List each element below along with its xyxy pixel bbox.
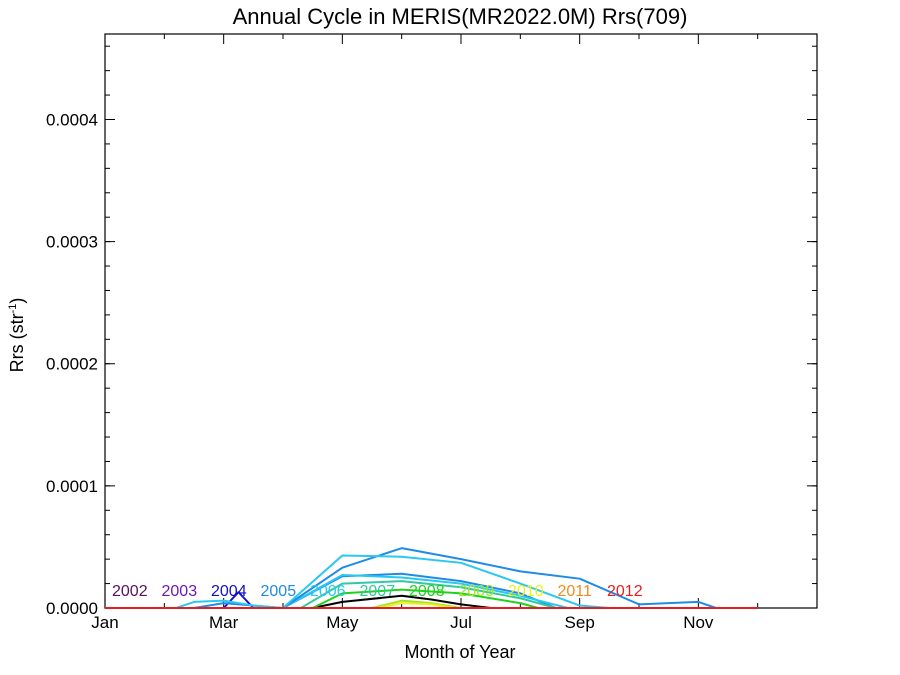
y-tick-label: 0.0003: [46, 233, 98, 252]
x-tick-label: Mar: [209, 613, 239, 632]
chart-title: Annual Cycle in MERIS(MR2022.0M) Rrs(709…: [233, 4, 688, 29]
y-tick-label: 0.0000: [46, 599, 98, 618]
legend-label-2012: 2012: [607, 583, 643, 600]
legend-label-2003: 2003: [162, 583, 198, 600]
y-axis-label: Rrs (str-1): [7, 298, 27, 373]
x-tick-label: Nov: [683, 613, 714, 632]
y-axis-label-main: Rrs (str: [7, 313, 27, 372]
legend-label-2009: 2009: [459, 583, 495, 600]
legend-label-2004: 2004: [211, 583, 247, 600]
x-tick-label: Jul: [450, 613, 472, 632]
series-line-2010: [377, 602, 456, 609]
plot-frame: [104, 33, 818, 609]
legend-label-2007: 2007: [360, 583, 396, 600]
x-axis: Jan Mar May Jul Sep Nov: [91, 34, 759, 632]
plot-area-border: [104, 33, 818, 609]
series-line-2006: [175, 554, 610, 609]
x-axis-label: Month of Year: [404, 642, 515, 662]
legend-label-2006: 2006: [310, 583, 346, 600]
y-tick-label: 0.0004: [46, 110, 98, 129]
legend-label-2008: 2008: [409, 583, 445, 600]
y-tick-label: 0.0001: [46, 477, 98, 496]
legend-label-2011: 2011: [558, 583, 593, 600]
y-axis-label-sup: -1: [7, 304, 19, 314]
series-lines: [105, 547, 758, 609]
series-line-2007: [300, 580, 557, 609]
y-axis: 0.0000 0.0001 0.0002 0.0003 0.0004: [46, 45, 817, 618]
series-line-2009: [371, 599, 462, 609]
series-line-2008: [312, 588, 539, 609]
legend-label-2005: 2005: [261, 583, 297, 600]
legend-label-2010: 2010: [508, 583, 544, 600]
series-line-extra-2: [282, 574, 569, 609]
x-tick-label: Jan: [91, 613, 118, 632]
legend-label-2002: 2002: [112, 583, 148, 600]
x-tick-label: May: [326, 613, 359, 632]
y-tick-label: 0.0002: [46, 355, 98, 374]
legend: 2002 2003 2004 2005 2006 2007 2008 2009 2010 2011…: [112, 583, 643, 600]
x-tick-label: Sep: [565, 613, 595, 632]
y-axis-label-suffix: ): [7, 298, 27, 304]
